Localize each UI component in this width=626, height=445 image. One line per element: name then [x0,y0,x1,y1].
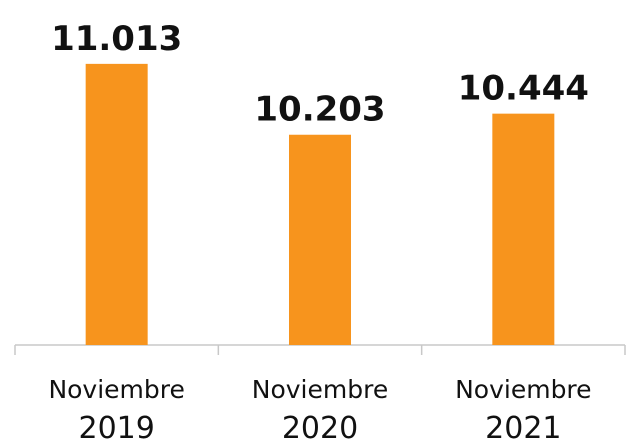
bar [289,134,351,345]
bar [492,113,555,346]
value-label: 10.203 [254,90,385,130]
x-tick-label: Noviembre 2021 [455,375,591,445]
value-label: 10.444 [458,69,589,109]
bar [85,63,148,346]
x-tick-label: Noviembre 2019 [48,375,184,445]
value-label: 11.013 [51,19,182,59]
x-tick-label: Noviembre 2020 [252,375,388,445]
